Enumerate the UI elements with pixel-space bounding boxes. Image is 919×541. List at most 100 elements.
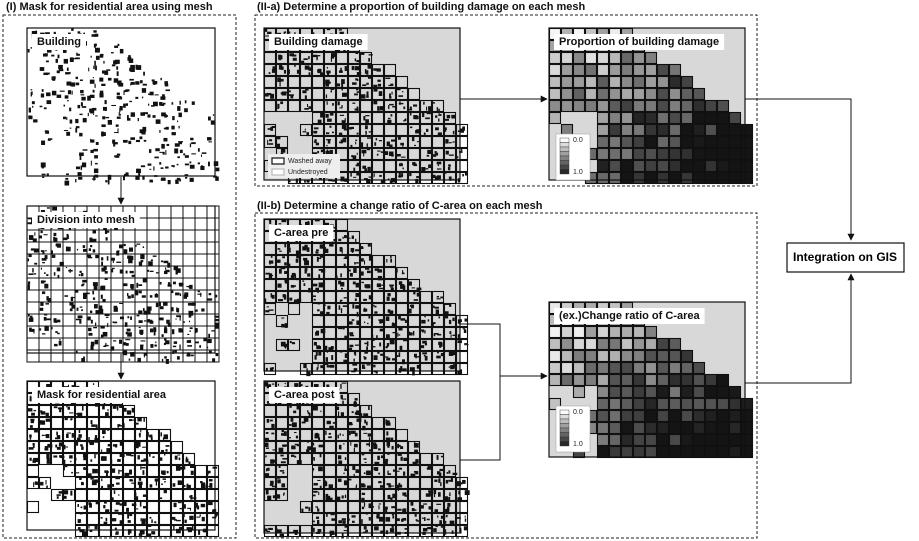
building	[314, 342, 317, 346]
building	[279, 251, 281, 252]
mesh-cell	[574, 327, 585, 338]
building	[154, 521, 156, 523]
mesh-cell	[670, 101, 681, 112]
mesh-cell	[682, 375, 693, 386]
building	[302, 90, 306, 93]
building	[344, 297, 347, 298]
building	[366, 422, 368, 426]
building	[91, 161, 92, 166]
building	[438, 478, 440, 482]
mesh-cell	[658, 447, 669, 458]
building	[57, 95, 62, 98]
mesh-cell	[598, 435, 609, 446]
building	[54, 238, 58, 242]
building	[325, 249, 329, 253]
building	[40, 106, 43, 108]
building	[174, 148, 178, 153]
mesh-cell	[706, 435, 717, 446]
building	[93, 297, 95, 299]
mesh-cell	[598, 411, 609, 422]
building	[136, 65, 138, 70]
building	[356, 283, 359, 288]
building	[296, 259, 299, 263]
building	[280, 470, 284, 472]
building	[357, 153, 358, 155]
building	[341, 140, 343, 144]
mesh-cell	[562, 339, 573, 350]
building	[338, 101, 340, 105]
mesh-cell	[646, 125, 657, 136]
building	[112, 268, 115, 269]
scale-step	[560, 419, 569, 424]
mesh-cell	[682, 89, 693, 100]
building	[196, 341, 199, 343]
building	[167, 115, 168, 117]
building	[302, 280, 304, 281]
building	[313, 409, 314, 410]
building	[437, 162, 442, 165]
building	[164, 356, 167, 358]
building	[448, 480, 451, 482]
building	[281, 149, 285, 153]
mesh-cell	[670, 351, 681, 362]
building	[105, 279, 108, 280]
building	[82, 406, 84, 411]
building	[316, 143, 319, 146]
building	[428, 319, 430, 321]
building	[102, 91, 103, 93]
building	[76, 167, 80, 170]
building	[135, 97, 138, 99]
building	[354, 444, 358, 447]
building	[80, 444, 83, 446]
building	[39, 235, 42, 238]
building	[289, 94, 294, 96]
building	[130, 65, 135, 68]
building	[355, 140, 357, 141]
building	[301, 509, 303, 513]
building	[113, 322, 117, 324]
building	[437, 471, 440, 474]
building	[313, 295, 316, 297]
building	[331, 89, 335, 90]
building	[34, 263, 37, 265]
building	[313, 458, 315, 461]
building	[379, 517, 383, 522]
mesh-cell	[730, 411, 741, 422]
building	[143, 418, 144, 422]
building	[40, 482, 43, 486]
building	[83, 249, 87, 252]
building	[88, 113, 89, 116]
building	[28, 49, 30, 53]
building	[271, 424, 274, 428]
mesh-cell	[670, 173, 681, 184]
mesh-cell	[742, 435, 753, 446]
building	[180, 150, 183, 153]
building	[95, 115, 97, 116]
building	[130, 137, 135, 140]
building	[272, 69, 275, 73]
building	[94, 304, 98, 308]
building	[171, 165, 174, 167]
building	[34, 248, 39, 252]
building	[196, 309, 198, 311]
mesh-cell	[610, 327, 621, 338]
building	[325, 114, 328, 118]
building	[379, 503, 382, 504]
building	[67, 100, 68, 101]
building	[130, 83, 131, 85]
building	[357, 107, 359, 112]
building	[201, 504, 205, 507]
building	[101, 517, 103, 519]
mesh-cell	[562, 89, 573, 100]
building	[313, 32, 315, 34]
mesh-cell	[682, 113, 693, 124]
mesh-cell	[610, 351, 621, 362]
building	[440, 297, 443, 299]
building	[42, 435, 44, 436]
mesh-cell	[634, 89, 645, 100]
building	[79, 133, 82, 137]
building	[397, 444, 399, 448]
arrows-layer	[121, 99, 904, 460]
mesh-cell	[574, 53, 585, 64]
building	[189, 496, 190, 498]
